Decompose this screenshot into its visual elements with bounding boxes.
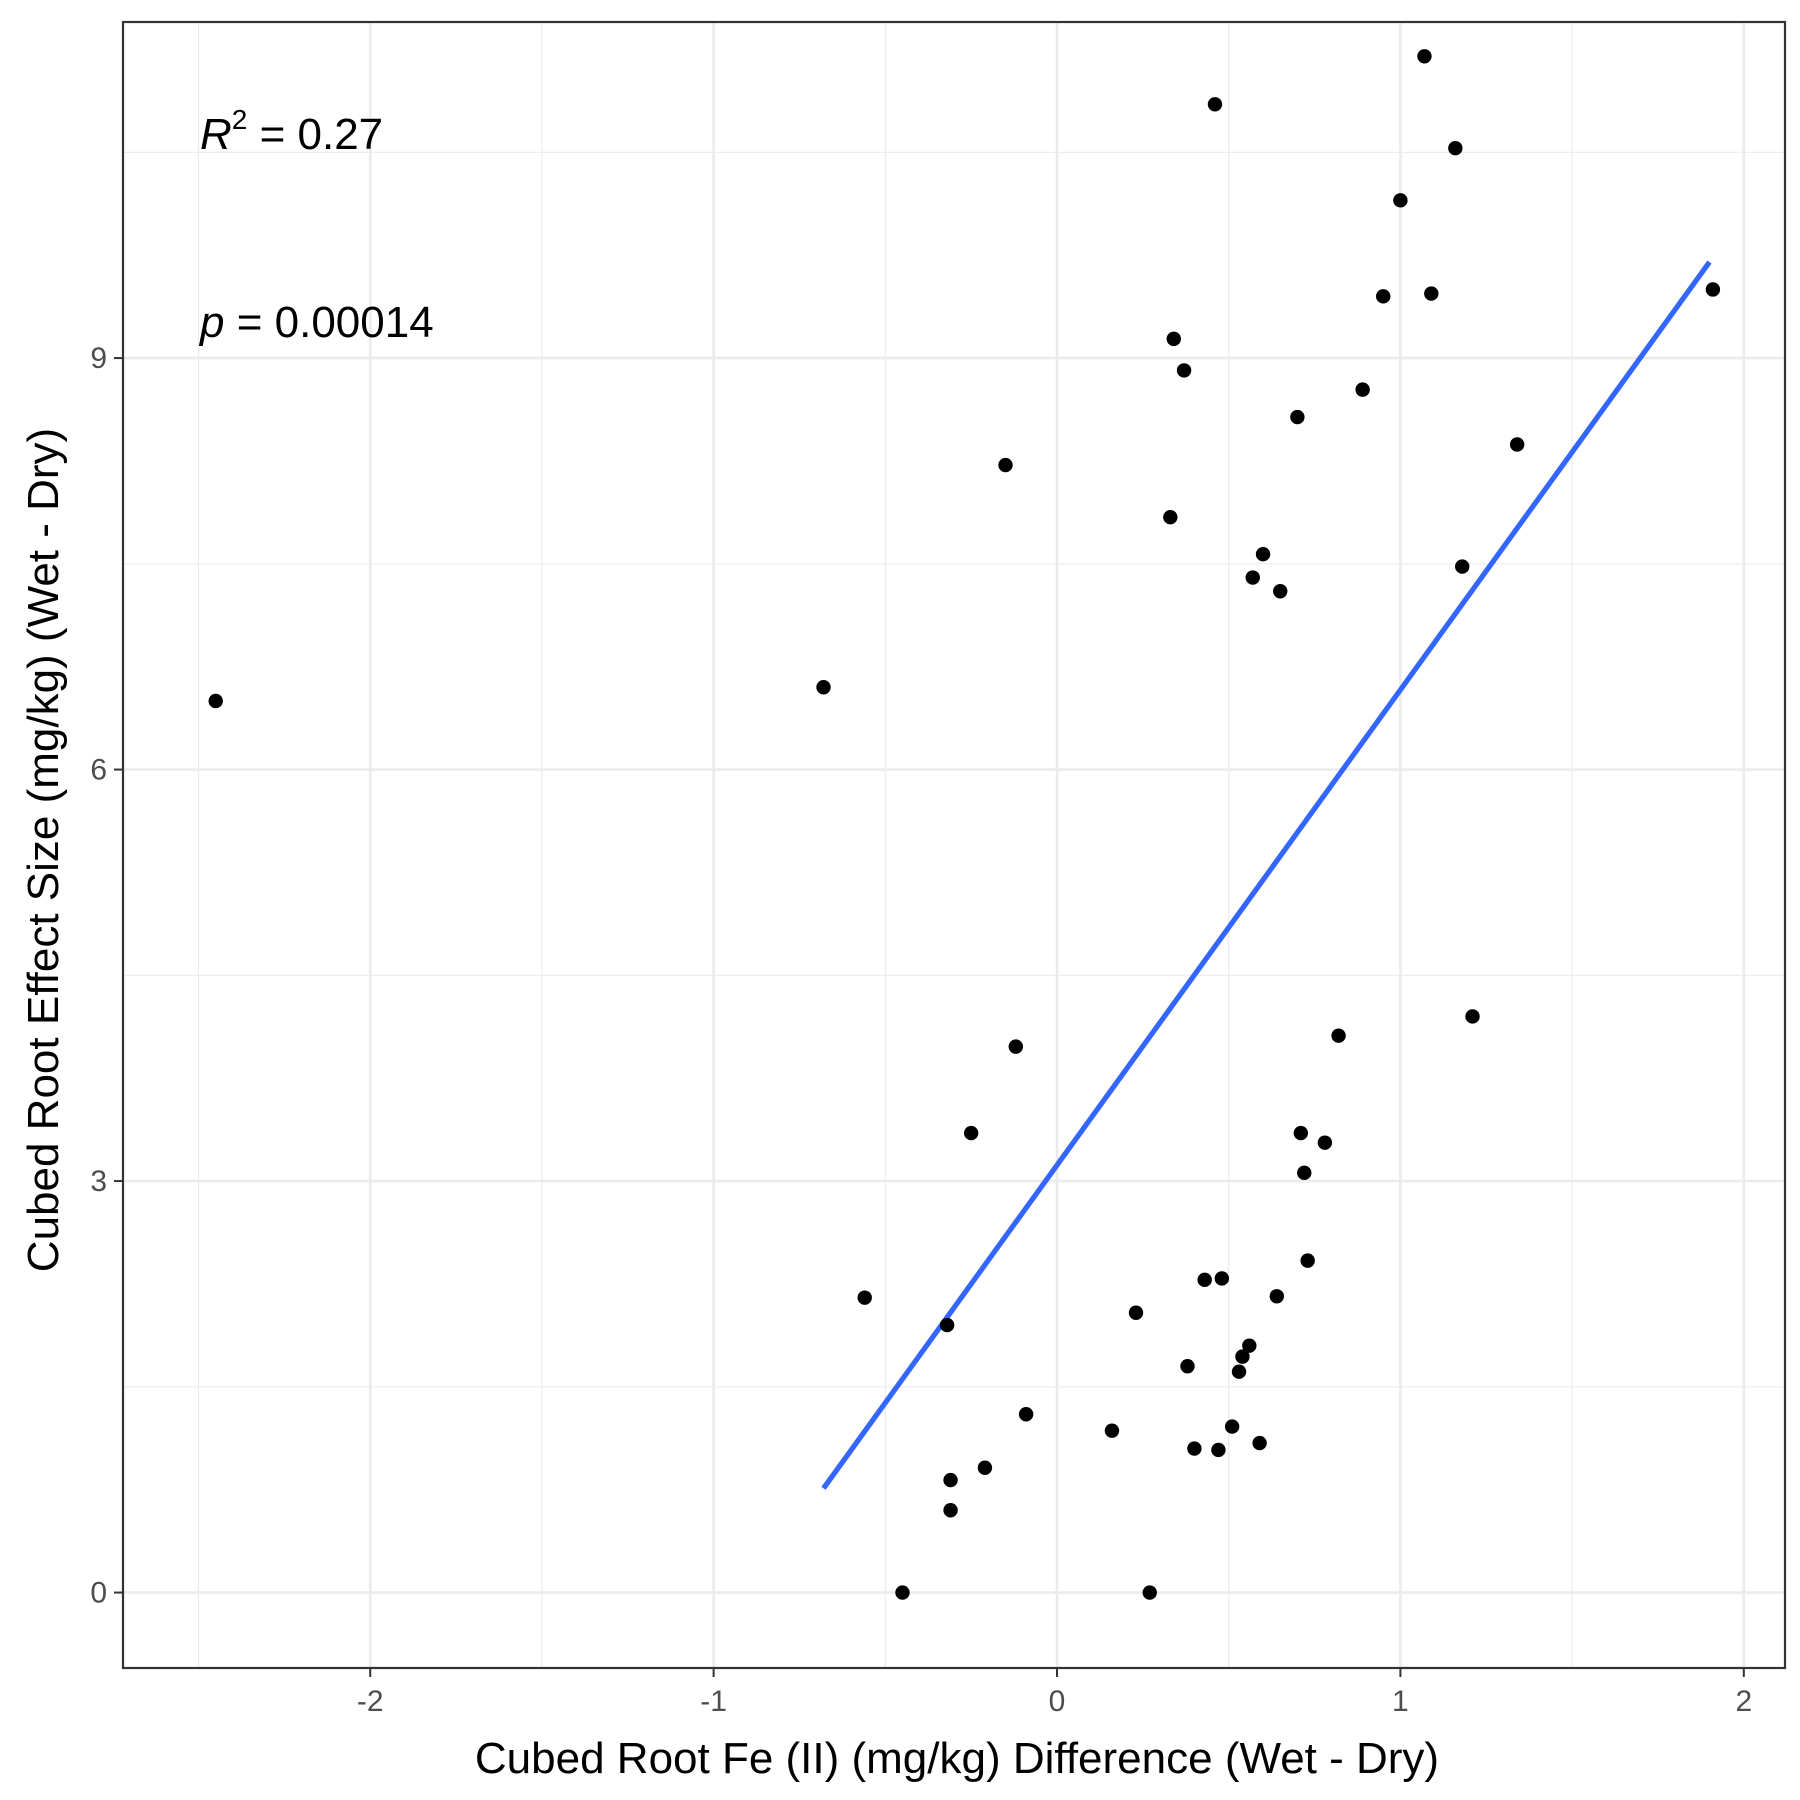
data-point <box>1465 1009 1480 1024</box>
x-tick-label: 2 <box>1735 1685 1752 1718</box>
data-point <box>1166 331 1181 347</box>
data-point <box>1293 1125 1309 1141</box>
data-point <box>1376 289 1391 304</box>
y-tick-label: 9 <box>90 342 107 375</box>
data-point <box>1128 1305 1144 1320</box>
data-point <box>1290 409 1305 425</box>
data-point <box>1424 286 1439 301</box>
data-point <box>1242 1338 1257 1353</box>
data-point <box>1252 1435 1267 1451</box>
y-axis-title: Cubed Root Effect Size (mg/kg) (Wet - Dr… <box>19 428 68 1272</box>
x-axis-ticks: -2 -1 0 1 2 <box>357 1668 1752 1718</box>
p-value-annotation: p = 0.00014 <box>198 298 434 347</box>
data-point <box>1297 1165 1312 1181</box>
data-point <box>1509 437 1525 452</box>
regression-fit <box>821 260 1712 1490</box>
x-axis-title: Cubed Root Fe (II) (mg/kg) Difference (W… <box>475 1734 1439 1783</box>
data-point <box>895 1585 910 1600</box>
data-point <box>1455 559 1470 574</box>
x-tick-label: 0 <box>1049 1685 1066 1718</box>
data-point <box>857 1290 872 1305</box>
data-point <box>816 680 831 695</box>
data-point <box>1008 1039 1024 1054</box>
data-point <box>1231 1364 1247 1379</box>
p-value-symbol: p <box>198 298 224 347</box>
r-squared-symbol: R <box>200 110 232 159</box>
data-point <box>963 1125 979 1141</box>
data-point <box>1214 1271 1230 1286</box>
r-squared-annotation: R2 = 0.27 <box>200 104 383 159</box>
data-point <box>939 1317 955 1333</box>
data-point <box>1255 547 1271 562</box>
p-value-value: = 0.00014 <box>224 298 433 347</box>
y-tick-label: 3 <box>90 1165 107 1198</box>
data-point <box>1235 1349 1250 1364</box>
x-tick-label: -2 <box>357 1685 384 1718</box>
data-point <box>1705 282 1721 297</box>
grid <box>123 22 1785 1668</box>
data-point <box>1300 1253 1315 1268</box>
data-point <box>1245 570 1260 585</box>
data-point <box>1176 363 1192 378</box>
data-point <box>998 457 1013 473</box>
fit-line <box>821 260 1712 1490</box>
data-point <box>1224 1419 1240 1434</box>
data-point <box>1018 1407 1034 1422</box>
x-tick-label: -1 <box>700 1685 727 1718</box>
data-point <box>943 1503 958 1518</box>
data-point <box>1393 193 1408 208</box>
data-point <box>1197 1272 1212 1288</box>
y-tick-label: 0 <box>90 1577 107 1610</box>
data-point <box>943 1472 958 1488</box>
data-point <box>1142 1585 1157 1600</box>
x-tick-label: 1 <box>1392 1685 1409 1718</box>
data-point <box>1211 1442 1226 1458</box>
y-axis-ticks: 0 3 6 9 <box>90 342 123 1610</box>
data-point <box>977 1460 993 1475</box>
data-point <box>1317 1135 1333 1150</box>
data-point <box>1187 1441 1202 1456</box>
data-point <box>1448 140 1463 156</box>
data-point <box>1273 584 1288 599</box>
data-point <box>1269 1289 1284 1304</box>
data-point <box>1180 1359 1195 1374</box>
data-point <box>1104 1423 1120 1438</box>
panel-border <box>121 20 1787 1670</box>
data-point <box>1355 382 1370 397</box>
data-points <box>208 49 1721 1600</box>
data-point <box>1163 509 1178 525</box>
data-point <box>208 693 223 709</box>
data-point <box>1417 49 1432 64</box>
r-squared-value: = 0.27 <box>247 110 383 159</box>
y-tick-label: 6 <box>90 754 107 787</box>
data-point <box>1331 1028 1346 1043</box>
r-squared-superscript: 2 <box>232 104 248 135</box>
data-point <box>1207 97 1223 112</box>
